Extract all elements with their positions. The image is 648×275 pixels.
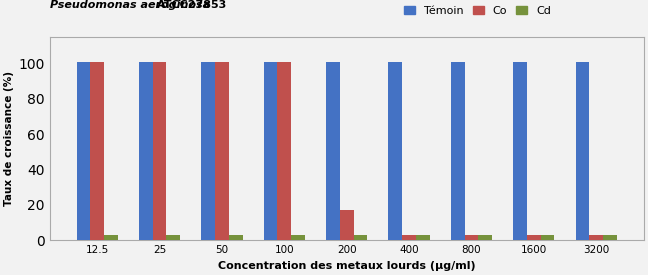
- Bar: [527, 235, 540, 240]
- Bar: [215, 62, 229, 240]
- Bar: [416, 235, 430, 240]
- Bar: [513, 62, 527, 240]
- Bar: [354, 235, 367, 240]
- Bar: [340, 210, 354, 240]
- Text: ATCC27853: ATCC27853: [156, 0, 227, 10]
- Bar: [478, 235, 492, 240]
- Bar: [90, 62, 104, 240]
- Bar: [139, 62, 153, 240]
- Bar: [575, 62, 590, 240]
- Bar: [402, 235, 416, 240]
- Bar: [277, 62, 291, 240]
- Y-axis label: Taux de croissance (%): Taux de croissance (%): [4, 71, 14, 206]
- Bar: [590, 235, 603, 240]
- Bar: [389, 62, 402, 240]
- Legend: Témoin, Co, Cd: Témoin, Co, Cd: [404, 6, 551, 16]
- Bar: [76, 62, 90, 240]
- Bar: [291, 235, 305, 240]
- Bar: [264, 62, 277, 240]
- Text: Pseudomonas aeroginosa: Pseudomonas aeroginosa: [49, 0, 214, 10]
- Bar: [603, 235, 617, 240]
- Bar: [326, 62, 340, 240]
- Bar: [465, 235, 478, 240]
- Bar: [451, 62, 465, 240]
- Bar: [229, 235, 242, 240]
- Bar: [153, 62, 167, 240]
- Bar: [202, 62, 215, 240]
- X-axis label: Concentration des metaux lourds (µg/ml): Concentration des metaux lourds (µg/ml): [218, 261, 476, 271]
- Bar: [167, 235, 180, 240]
- Bar: [104, 235, 118, 240]
- Bar: [540, 235, 555, 240]
